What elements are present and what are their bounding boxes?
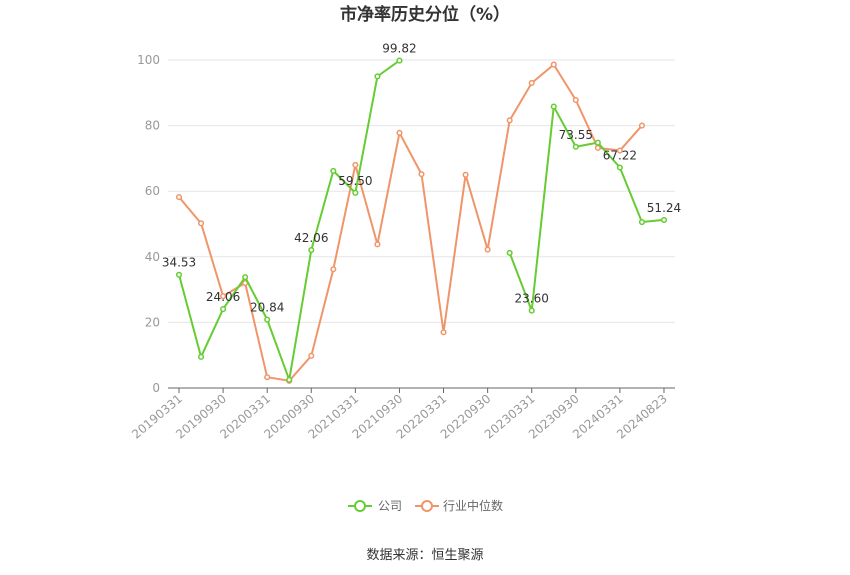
- series-point-1: [220, 293, 227, 300]
- series-point-1: [572, 96, 579, 104]
- series-point-1: [484, 246, 491, 253]
- series-point-0: [528, 307, 535, 314]
- legend-item[interactable]: 公司: [348, 499, 402, 513]
- y-tick-label: 100: [137, 53, 160, 67]
- series-point-0: [242, 274, 249, 281]
- series-group: [175, 57, 668, 384]
- data-label: 23.60: [515, 292, 549, 306]
- series-point-0: [308, 246, 315, 254]
- chart-title: 市净率历史分位（%）: [340, 4, 510, 25]
- x-axis: 2019033120190930202003312020093020210331…: [129, 387, 675, 442]
- legend-label: 行业中位数: [443, 498, 503, 513]
- series-line-0: [178, 59, 401, 381]
- series-point-1: [418, 171, 425, 178]
- y-tick-label: 20: [145, 315, 160, 329]
- series-point-0: [616, 164, 623, 171]
- series-point-1: [550, 61, 557, 68]
- data-source: 数据来源：恒生聚源: [366, 548, 483, 563]
- data-label: 42.06: [294, 231, 328, 245]
- series-point-1: [396, 129, 403, 136]
- grid: [168, 59, 675, 323]
- series-point-0: [550, 103, 557, 110]
- series-point-1: [506, 117, 513, 124]
- series-point-1: [462, 171, 469, 178]
- data-label: 67.22: [603, 149, 637, 163]
- legend-marker: [354, 500, 366, 512]
- y-tick-label: 40: [145, 250, 160, 264]
- legend-marker: [421, 500, 433, 512]
- data-labels: 34.53 24.06 20.84 42.06 59.50 99.82 23.60 73.55…: [162, 42, 681, 315]
- series-point-1: [264, 374, 271, 381]
- series-point-0: [198, 353, 205, 360]
- series-point-0: [572, 143, 579, 150]
- series-point-1: [440, 329, 447, 336]
- series-point-0: [330, 167, 337, 174]
- series-point-0: [264, 316, 271, 323]
- data-label: 51.24: [647, 201, 681, 215]
- series-point-1: [638, 122, 645, 129]
- series-point-1: [374, 241, 381, 248]
- series-point-1: [616, 147, 623, 154]
- data-label: 20.84: [250, 301, 284, 315]
- data-label: 59.50: [338, 174, 372, 188]
- series-point-1: [330, 266, 337, 273]
- legend-item[interactable]: 行业中位数: [415, 498, 503, 513]
- series-point-0: [220, 306, 227, 313]
- data-label: 34.53: [162, 256, 196, 270]
- series-point-1: [594, 144, 601, 151]
- series-point-0: [594, 139, 601, 146]
- data-label: 24.06: [206, 290, 240, 304]
- series-point-1: [308, 352, 315, 359]
- y-tick-label: 60: [145, 184, 160, 198]
- series-point-0: [638, 218, 645, 226]
- series-point-0: [506, 249, 513, 256]
- series-point-0: [374, 73, 381, 80]
- y-axis: 0 20 40 60 80 100: [137, 53, 160, 395]
- series-point-1: [352, 161, 359, 169]
- series-line-1: [178, 63, 643, 382]
- series-point-1: [198, 220, 205, 227]
- series-point-0: [352, 189, 359, 196]
- data-label: 73.55: [559, 128, 593, 142]
- y-tick-label: 80: [145, 119, 160, 133]
- data-label: 99.82: [382, 42, 416, 56]
- series-point-0: [660, 216, 668, 223]
- y-tick-label: 0: [152, 381, 160, 395]
- series-line-0: [508, 105, 665, 312]
- series-point-0: [396, 57, 403, 64]
- legend-label: 公司: [378, 499, 402, 513]
- series-point-1: [175, 194, 183, 201]
- series-point-0: [286, 376, 293, 383]
- series-point-0: [175, 271, 183, 278]
- legend[interactable]: 公司 行业中位数: [348, 498, 503, 513]
- series-point-1: [528, 79, 535, 87]
